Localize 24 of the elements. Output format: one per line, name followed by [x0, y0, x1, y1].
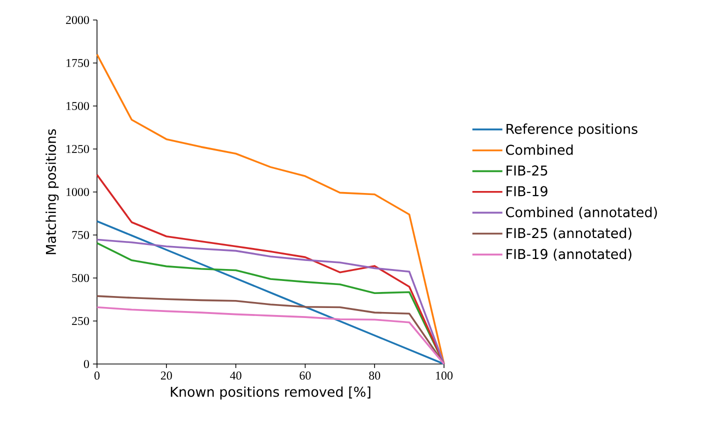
y-tick-label: 750 [72, 230, 90, 240]
y-tick-label: 1000 [66, 188, 90, 196]
y-tick-label: 250 [72, 316, 90, 326]
x-tick-label: 0 [94, 372, 100, 380]
y-tick-label: 1250 [66, 144, 90, 154]
x-tick-label: 100 [436, 372, 453, 380]
x-axis-title: Known positions removed [%] [170, 386, 370, 400]
x-tick-label: 80 [369, 372, 380, 380]
legend-label: FIB-25 [506, 165, 548, 176]
legend-label: Reference positions [506, 124, 638, 137]
y-axis-title: Matching positions [46, 129, 59, 254]
y-tick-label: 500 [72, 274, 90, 282]
legend-label: Combined [506, 144, 573, 155]
x-tick-label: 20 [160, 372, 172, 380]
legend-label: FIB-25 (annotated) [506, 228, 632, 240]
x-tick-label: 40 [230, 372, 242, 380]
y-tick-label: 2000 [66, 16, 90, 24]
y-tick-label: 1750 [66, 58, 90, 68]
y-tick-label: 0 [84, 360, 90, 368]
legend-label: FIB-19 [506, 186, 548, 196]
legend-label: Combined (annotated) [506, 206, 657, 219]
x-tick-label: 60 [300, 372, 311, 380]
y-tick-label: 1500 [66, 102, 90, 110]
legend-label: FIB-19 (annotated) [506, 248, 632, 261]
